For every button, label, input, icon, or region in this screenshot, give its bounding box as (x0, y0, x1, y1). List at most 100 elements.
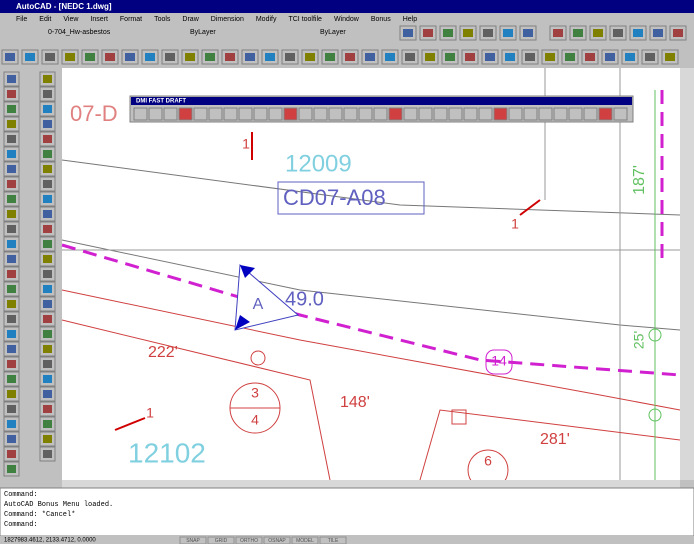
layer-box[interactable]: 0-704_Hw-asbestos (48, 29, 111, 36)
menu-item[interactable]: Insert (90, 16, 108, 23)
tool-icon (7, 105, 16, 113)
menu-item[interactable]: Tools (154, 16, 171, 23)
tool-icon (405, 53, 415, 61)
tool-button[interactable] (404, 108, 417, 120)
tool-icon (7, 390, 16, 398)
tool-button[interactable] (539, 108, 552, 120)
tool-button[interactable] (479, 108, 492, 120)
command-window (0, 488, 694, 536)
tool-icon (85, 53, 95, 61)
tool-icon (423, 29, 433, 37)
tool-icon (7, 255, 16, 263)
tool-button[interactable] (599, 108, 612, 120)
menu-item[interactable]: Draw (182, 16, 199, 23)
menu-item[interactable]: File (16, 16, 27, 23)
mode-label: OSNAP (268, 538, 286, 544)
drawing-label: 148' (340, 394, 370, 411)
tool-button[interactable] (524, 108, 537, 120)
tool-button[interactable] (164, 108, 177, 120)
tool-icon (505, 53, 515, 61)
tool-button[interactable] (449, 108, 462, 120)
tool-icon (43, 285, 52, 293)
tool-button[interactable] (299, 108, 312, 120)
tool-icon (7, 135, 16, 143)
tool-button[interactable] (284, 108, 297, 120)
horizontal-scrollbar[interactable] (62, 480, 680, 488)
drawing-label: 07-D (70, 101, 118, 126)
drawing-area[interactable] (62, 68, 680, 480)
tool-icon (43, 90, 52, 98)
tool-button[interactable] (179, 108, 192, 120)
tool-button[interactable] (269, 108, 282, 120)
autocad-window: AutoCAD - [NEDC 1.dwg] FileEditViewInser… (0, 0, 694, 544)
tool-button[interactable] (209, 108, 222, 120)
tool-button[interactable] (614, 108, 627, 120)
color-box[interactable]: ByLayer (190, 29, 216, 36)
tool-button[interactable] (434, 108, 447, 120)
menu-item[interactable]: Help (403, 16, 418, 23)
tool-button[interactable] (464, 108, 477, 120)
tool-icon (43, 330, 52, 338)
menu-item[interactable]: Dimension (211, 16, 244, 23)
tool-icon (7, 285, 16, 293)
floating-toolbar-title: DMI FAST DRAFT (136, 99, 186, 105)
tool-icon (125, 53, 135, 61)
tool-icon (673, 29, 683, 37)
tool-icon (105, 53, 115, 61)
tool-button[interactable] (419, 108, 432, 120)
tool-button[interactable] (149, 108, 162, 120)
tool-icon (225, 53, 235, 61)
tool-button[interactable] (329, 108, 342, 120)
tool-button[interactable] (509, 108, 522, 120)
menu-bar: File Edit View Insert Format Tools Draw Dimensi… (16, 16, 417, 23)
menu-item[interactable]: Modify (256, 16, 277, 23)
tool-button[interactable] (344, 108, 357, 120)
tool-button[interactable] (569, 108, 582, 120)
tool-icon (5, 53, 15, 61)
tool-button[interactable] (494, 108, 507, 120)
tool-icon (345, 53, 355, 61)
tool-button[interactable] (389, 108, 402, 120)
tool-button[interactable] (194, 108, 207, 120)
tool-icon (545, 53, 555, 61)
tool-icon (605, 53, 615, 61)
tool-icon (265, 53, 275, 61)
tool-button[interactable] (584, 108, 597, 120)
tool-icon (7, 450, 16, 458)
tool-icon (43, 300, 52, 308)
tool-button[interactable] (134, 108, 147, 120)
tool-icon (7, 165, 16, 173)
drawing-label: 222' (148, 344, 178, 361)
tool-icon (43, 105, 52, 113)
drawing-label: 6 (484, 453, 492, 469)
tool-icon (7, 375, 16, 383)
tool-button[interactable] (254, 108, 267, 120)
menu-item[interactable]: View (63, 16, 79, 23)
tool-icon (7, 345, 16, 353)
tool-button[interactable] (224, 108, 237, 120)
tool-icon (325, 53, 335, 61)
tool-button[interactable] (359, 108, 372, 120)
tool-icon (305, 53, 315, 61)
tool-icon (7, 195, 16, 203)
tool-button[interactable] (239, 108, 252, 120)
vertical-scrollbar[interactable] (680, 68, 694, 480)
tool-icon (443, 29, 453, 37)
tool-button[interactable] (374, 108, 387, 120)
tool-icon (43, 420, 52, 428)
menu-item[interactable]: Window (334, 16, 360, 23)
tool-icon (425, 53, 435, 61)
tool-icon (43, 270, 52, 278)
status-bar (0, 536, 694, 544)
tool-icon (245, 53, 255, 61)
tool-icon (445, 53, 455, 61)
tool-button[interactable] (314, 108, 327, 120)
menu-item[interactable]: TCI toolfile (288, 16, 322, 23)
linetype-box[interactable]: ByLayer (320, 29, 346, 36)
tool-icon (43, 405, 52, 413)
tool-icon (43, 180, 52, 188)
menu-item[interactable]: Format (120, 16, 142, 23)
menu-item[interactable]: Bonus (371, 16, 391, 23)
menu-item[interactable]: Edit (39, 16, 51, 23)
tool-button[interactable] (554, 108, 567, 120)
